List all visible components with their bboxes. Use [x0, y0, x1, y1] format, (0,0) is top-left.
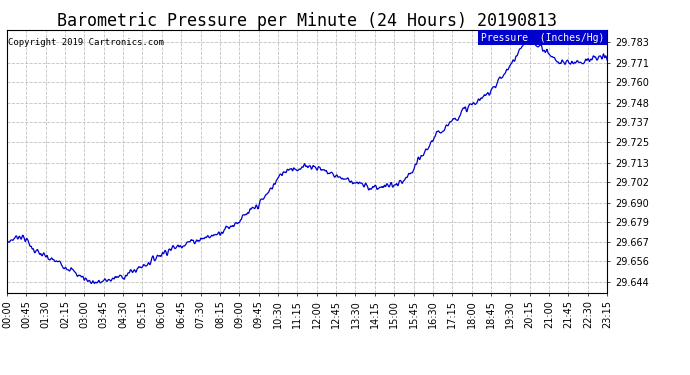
Text: Pressure  (Inches/Hg): Pressure (Inches/Hg) [481, 33, 604, 43]
Text: Copyright 2019 Cartronics.com: Copyright 2019 Cartronics.com [8, 38, 164, 47]
Title: Barometric Pressure per Minute (24 Hours) 20190813: Barometric Pressure per Minute (24 Hours… [57, 12, 557, 30]
